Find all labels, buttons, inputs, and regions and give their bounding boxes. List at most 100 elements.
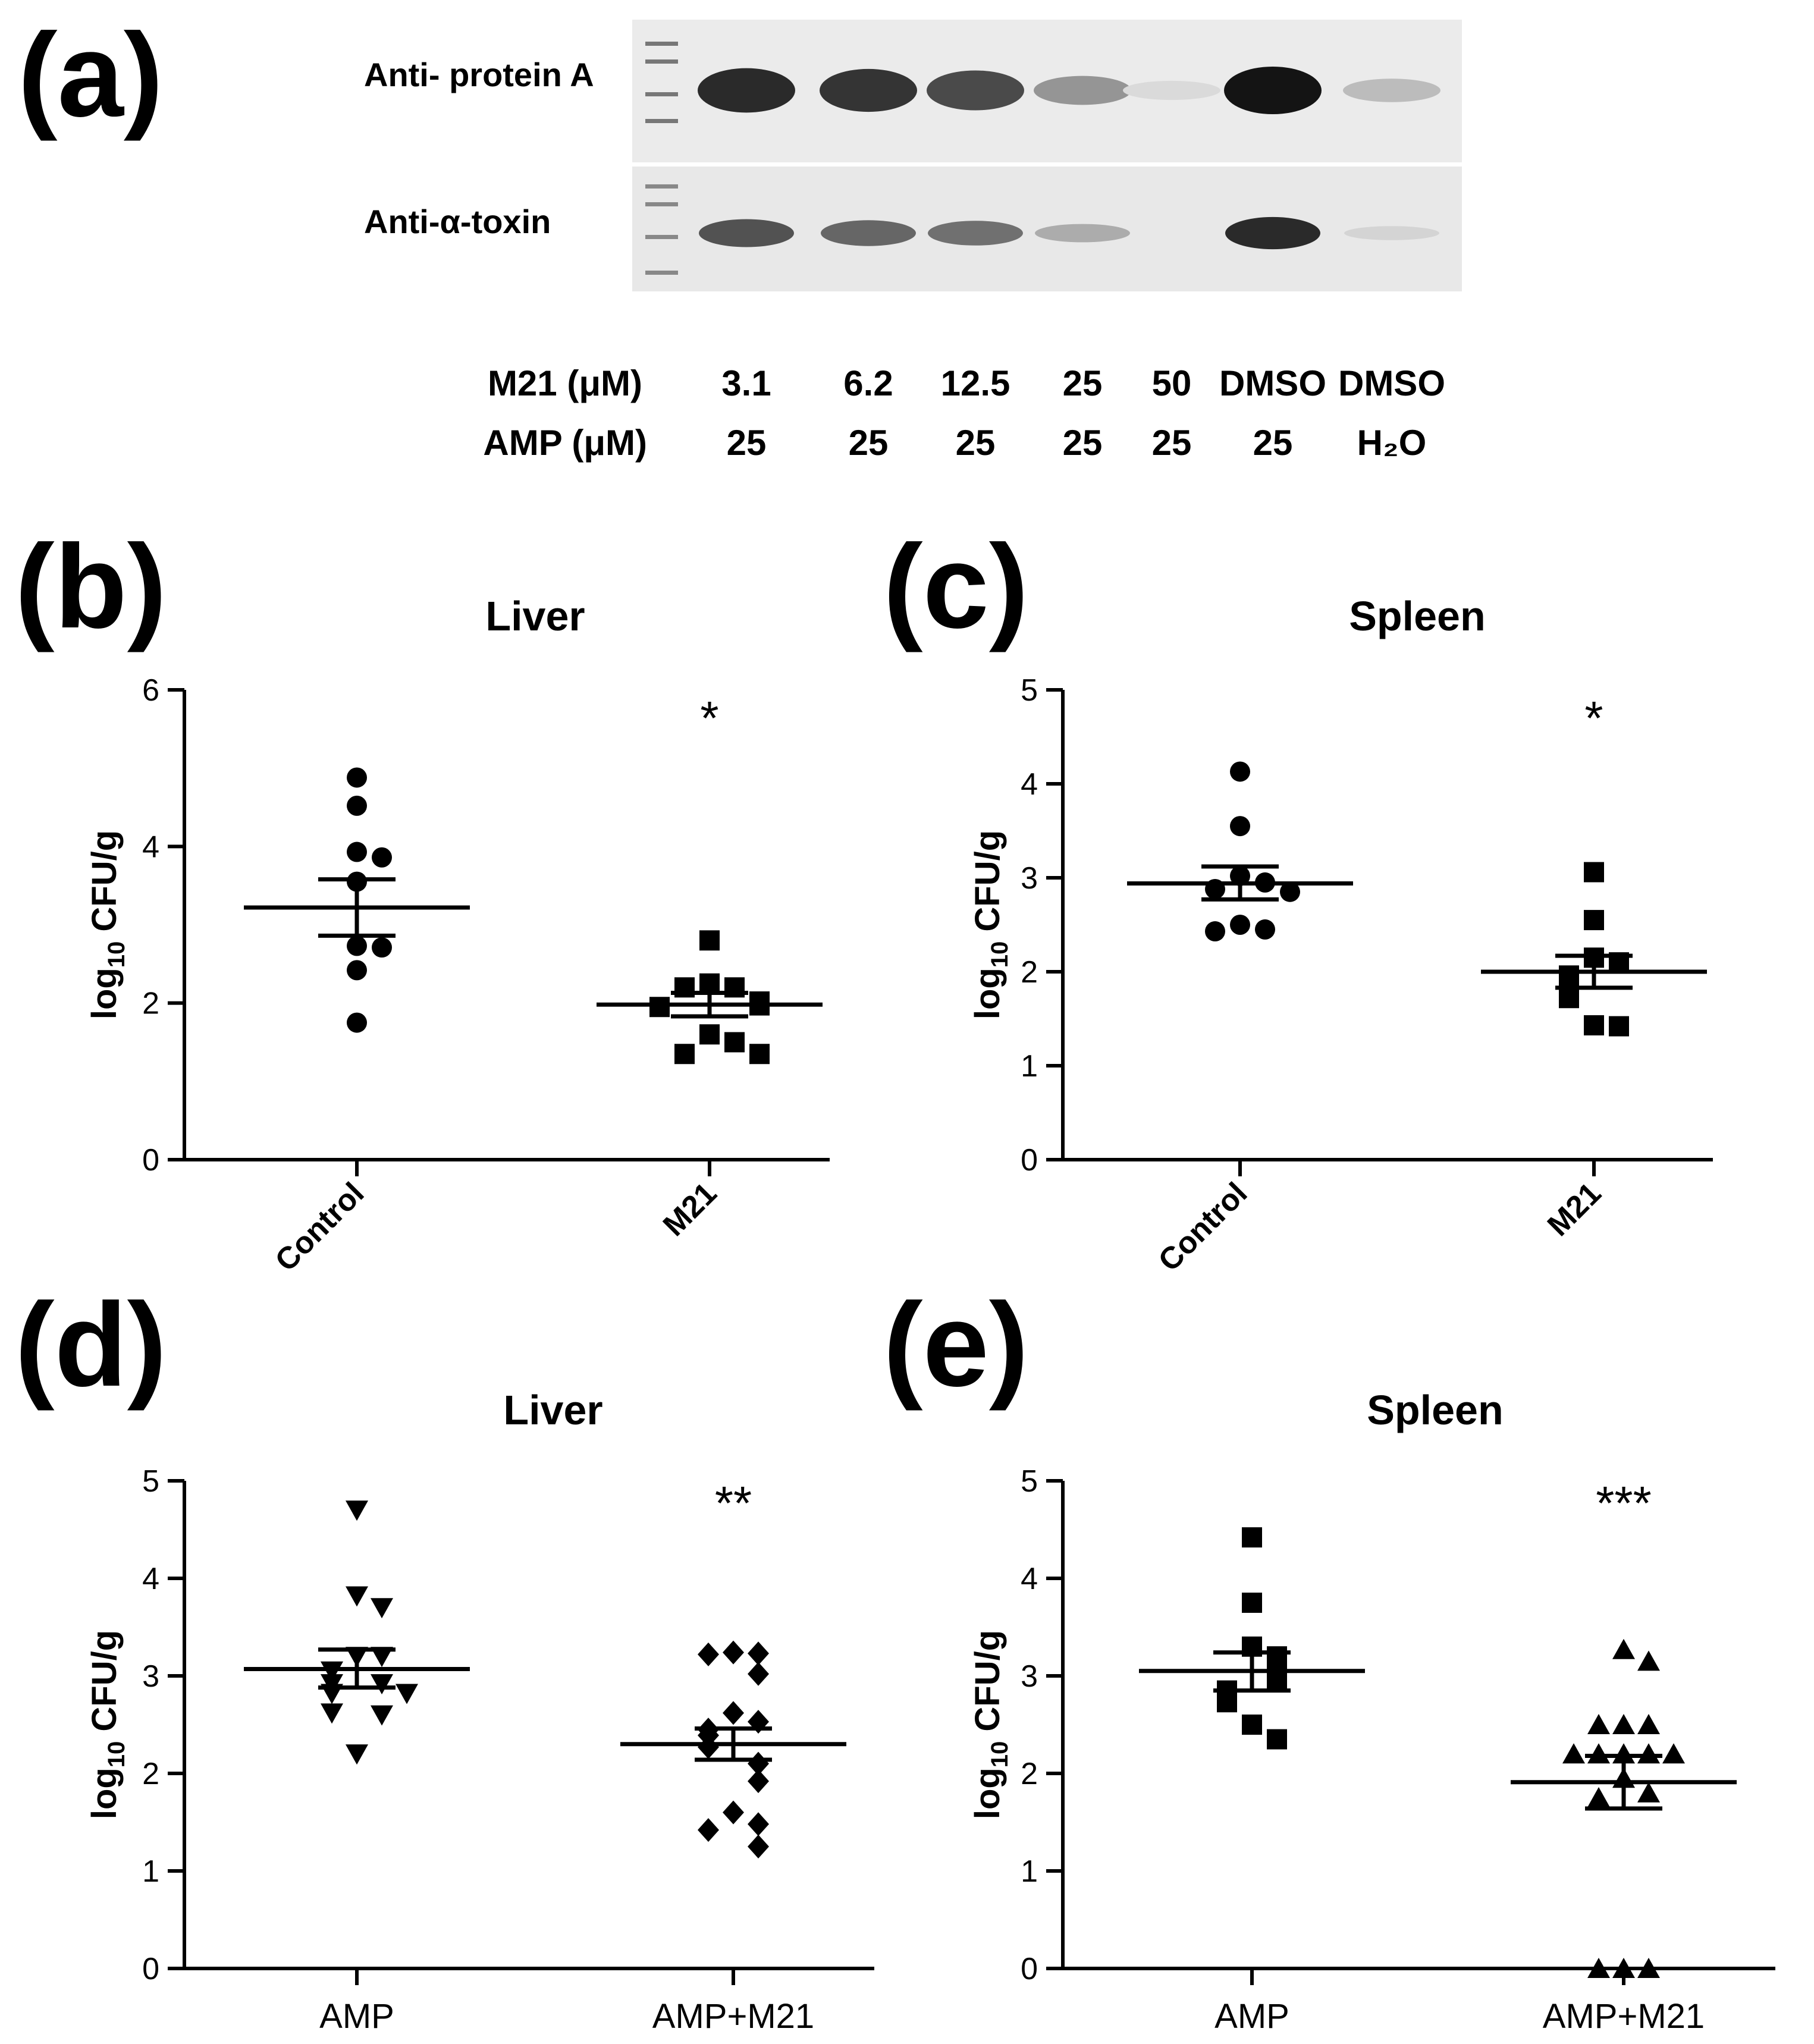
data-point xyxy=(372,847,392,868)
y-axis-label: log10 CFU/g xyxy=(85,1630,130,1819)
m21-concentration: 3.1 xyxy=(721,363,771,403)
data-point xyxy=(347,767,367,788)
data-point xyxy=(1559,988,1579,1009)
x-category-label: Control xyxy=(269,1176,371,1278)
band-alpha-toxin xyxy=(699,219,794,247)
band-alpha-toxin xyxy=(928,221,1023,246)
y-tick-label: 3 xyxy=(1021,1659,1038,1694)
data-point xyxy=(723,1800,744,1825)
data-point xyxy=(346,1586,368,1607)
y-tick-label: 1 xyxy=(1021,1854,1038,1889)
y-tick-label: 5 xyxy=(1021,673,1038,708)
data-point xyxy=(698,1818,719,1842)
y-tick-label: 5 xyxy=(1021,1464,1038,1499)
data-point xyxy=(372,937,392,958)
y-tick-label: 4 xyxy=(142,830,159,864)
data-point xyxy=(346,1744,368,1765)
data-point xyxy=(1584,910,1604,931)
chart-title: Spleen xyxy=(1367,1387,1504,1433)
y-axis-label-subscript: 10 xyxy=(987,1741,1013,1768)
y-axis-label: log10 CFU/g xyxy=(85,830,130,1019)
panel-e-spleen-chart: (e) Spleen 0 1 2 3 4 5 log10 CFU/g AMP AMP+M21 *** xyxy=(883,1279,1775,2036)
data-point xyxy=(748,1662,769,1686)
band-alpha-toxin xyxy=(1344,226,1439,240)
band-protein-a xyxy=(1034,76,1131,105)
y-tick-label: 4 xyxy=(1021,767,1038,802)
m21-concentration: 12.5 xyxy=(941,363,1010,403)
condition-values: 3.1 25 6.2 25 12.5 25 25 25 50 25 DMSO 25 DMSO H₂O xyxy=(721,363,1445,463)
data-point xyxy=(724,1032,745,1053)
ladder-mark xyxy=(645,59,678,64)
ladder-mark xyxy=(645,202,678,206)
ladder-mark xyxy=(645,42,678,46)
data-point xyxy=(1562,1743,1585,1764)
data-point xyxy=(1587,1743,1610,1764)
significance-marker: * xyxy=(1584,692,1603,745)
data-point xyxy=(699,930,720,951)
data-point xyxy=(346,1500,368,1521)
data-point xyxy=(1662,1743,1685,1764)
panel-d-liver-chart: (d) Liver 0 1 2 3 4 5 log10 CFU/g AMP AMP+M21 ** xyxy=(15,1279,874,2036)
amp-concentration: 25 xyxy=(727,423,767,463)
significance-marker: *** xyxy=(1596,1477,1651,1530)
ladder-mark xyxy=(645,271,678,275)
y-axis-label-main: log xyxy=(85,968,124,1019)
data-point xyxy=(723,1640,744,1665)
band-protein-a xyxy=(1343,79,1440,102)
data-point xyxy=(321,1661,343,1682)
data-point xyxy=(1255,919,1275,940)
amp-concentration: 25 xyxy=(956,423,996,463)
data-point xyxy=(1637,1743,1660,1764)
y-tick-label: 1 xyxy=(1021,1049,1038,1084)
y-axis-label-subscript: 10 xyxy=(103,1741,130,1768)
data-point xyxy=(347,1012,367,1033)
blot-label-alpha-toxin: Anti-α-toxin xyxy=(364,203,551,240)
data-point xyxy=(347,795,367,816)
data-point xyxy=(371,1598,393,1619)
data-point xyxy=(371,1647,393,1668)
y-axis-label: log10 CFU/g xyxy=(968,830,1013,1019)
panel-letter-e: (e) xyxy=(883,1279,1028,1411)
data-point xyxy=(1609,1016,1629,1037)
panel-letter-c: (c) xyxy=(883,520,1028,653)
y-tick-label: 3 xyxy=(1021,861,1038,896)
ladder-mark xyxy=(645,92,678,96)
data-point xyxy=(699,1024,720,1045)
data-point xyxy=(347,960,367,981)
chart-title: Liver xyxy=(485,593,585,639)
y-tick-label: 6 xyxy=(142,673,159,708)
m21-row-label: M21 (μM) xyxy=(488,363,642,403)
y-axis-label-unit: CFU/g xyxy=(85,1630,124,1741)
y-axis-label-main: log xyxy=(968,1767,1007,1819)
data-point xyxy=(1612,1958,1635,1978)
band-protein-a xyxy=(820,68,917,112)
data-point xyxy=(698,1735,719,1759)
data-point xyxy=(1637,1650,1660,1671)
data-point xyxy=(1612,1638,1635,1659)
data-point xyxy=(699,973,720,994)
data-point xyxy=(1242,1715,1262,1735)
m21-concentration: DMSO xyxy=(1338,363,1445,403)
m21-concentration: 50 xyxy=(1152,363,1192,403)
y-axis-label-main: log xyxy=(85,1767,124,1819)
data-point xyxy=(1230,761,1250,782)
y-tick-label: 3 xyxy=(142,1659,159,1694)
amp-concentration: 25 xyxy=(1063,423,1103,463)
data-point xyxy=(321,1703,343,1724)
data-point xyxy=(749,1044,770,1065)
m21-concentration: 6.2 xyxy=(843,363,893,403)
amp-concentration: 25 xyxy=(1253,423,1293,463)
y-axis-label: log10 CFU/g xyxy=(968,1630,1013,1819)
y-axis-label-unit: CFU/g xyxy=(85,830,124,941)
data-point xyxy=(1242,1593,1262,1613)
m21-concentration: 25 xyxy=(1063,363,1103,403)
panel-b-liver-chart: (b) Liver 0 2 4 6 log10 CFU/g Control M21 * xyxy=(15,520,830,1278)
data-point xyxy=(371,1705,393,1726)
data-point xyxy=(698,1642,719,1666)
data-point xyxy=(396,1684,418,1704)
band-alpha-toxin xyxy=(1225,216,1320,250)
y-tick-label: 5 xyxy=(142,1464,159,1499)
x-category-label: M21 xyxy=(1541,1176,1608,1243)
data-point xyxy=(1205,921,1225,942)
x-category-label: AMP+M21 xyxy=(1543,1997,1705,2036)
